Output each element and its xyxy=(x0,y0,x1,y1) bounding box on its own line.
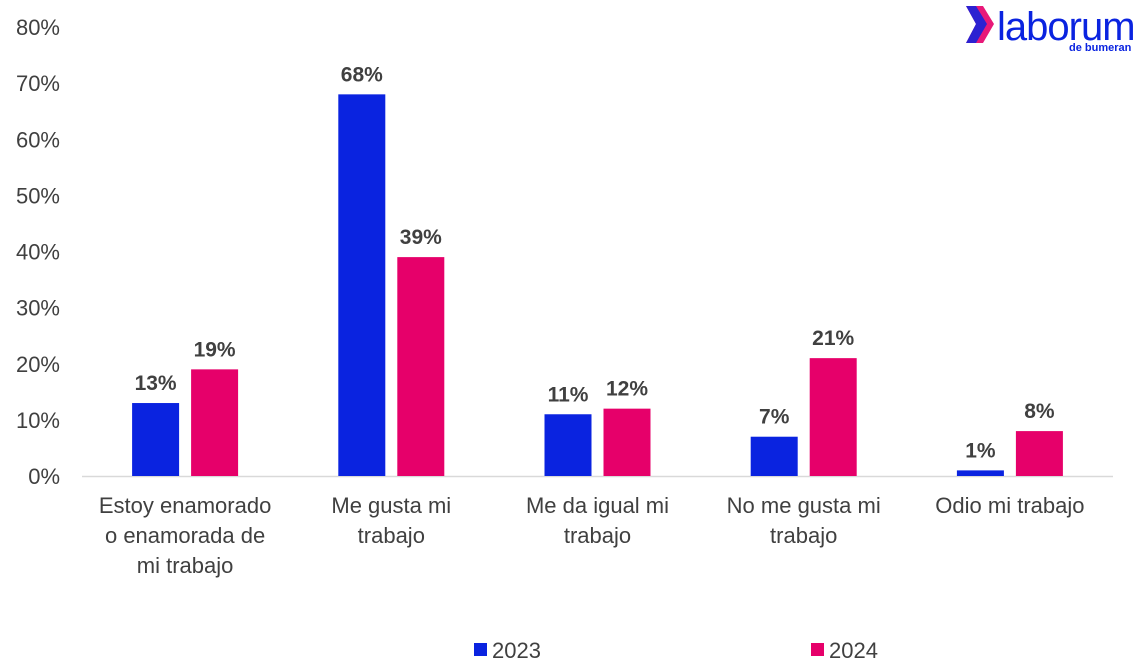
bar-2023 xyxy=(132,403,180,476)
data-label-2023: 11% xyxy=(548,383,589,406)
bar-2024 xyxy=(1015,431,1063,476)
category-label: mi trabajo xyxy=(137,553,234,578)
category-label: o enamorada de xyxy=(105,523,265,548)
bar-2023 xyxy=(338,94,386,476)
y-tick-label: 40% xyxy=(16,240,60,265)
bar-2023 xyxy=(750,436,798,476)
bar-2024 xyxy=(809,358,857,476)
category-label: Me gusta mi xyxy=(331,493,451,518)
data-label-2024: 12% xyxy=(606,378,648,401)
bar-2024 xyxy=(191,369,239,476)
y-tick-label: 0% xyxy=(28,464,60,489)
category-label: Odio mi trabajo xyxy=(935,493,1084,518)
y-tick-label: 70% xyxy=(16,71,60,96)
data-label-2024: 19% xyxy=(194,338,236,361)
category-labels: Estoy enamorado o enamorada de mi trabajo M… xyxy=(99,493,1085,578)
y-tick-label: 80% xyxy=(16,15,60,40)
y-tick-label: 20% xyxy=(16,352,60,377)
category-label: No me gusta mi xyxy=(727,493,881,518)
data-label-2023: 68% xyxy=(341,63,383,86)
legend-label-2023: 2023 xyxy=(492,638,541,663)
logo-subtitle: de bumeran xyxy=(1069,42,1132,54)
logo-wordmark: laborum xyxy=(997,5,1135,49)
logo-arrow-icon-overlay xyxy=(966,6,987,43)
laborum-logo: laborum de bumeran xyxy=(966,5,1136,54)
bars: 13% 19% 68% 39% 11% 12% 7% 21% 1% 8% xyxy=(132,63,1063,476)
data-label-2024: 21% xyxy=(812,327,854,350)
bar-2024 xyxy=(397,257,445,476)
category-label: trabajo xyxy=(358,523,425,548)
bar-2023 xyxy=(544,414,592,476)
category-label: Me da igual mi xyxy=(526,493,669,518)
category-label: trabajo xyxy=(770,523,837,548)
category-label: Estoy enamorado xyxy=(99,493,271,518)
y-tick-label: 60% xyxy=(16,127,60,152)
legend-swatch-2023 xyxy=(474,643,487,656)
data-label-2023: 1% xyxy=(965,439,996,462)
bar-2023 xyxy=(956,470,1004,476)
legend: 2023 2024 xyxy=(474,638,878,663)
y-tick-label: 10% xyxy=(16,408,60,433)
data-label-2023: 13% xyxy=(135,372,177,395)
category-label: trabajo xyxy=(564,523,631,548)
y-axis-ticks: 0% 10% 20% 30% 40% 50% 60% 70% 80% xyxy=(16,15,60,489)
data-label-2023: 7% xyxy=(759,406,790,429)
y-tick-label: 30% xyxy=(16,296,60,321)
legend-swatch-2024 xyxy=(811,643,824,656)
data-label-2024: 8% xyxy=(1024,400,1055,423)
legend-label-2024: 2024 xyxy=(829,638,878,663)
data-label-2024: 39% xyxy=(400,226,442,249)
bar-2024 xyxy=(603,408,651,476)
y-tick-label: 50% xyxy=(16,183,60,208)
